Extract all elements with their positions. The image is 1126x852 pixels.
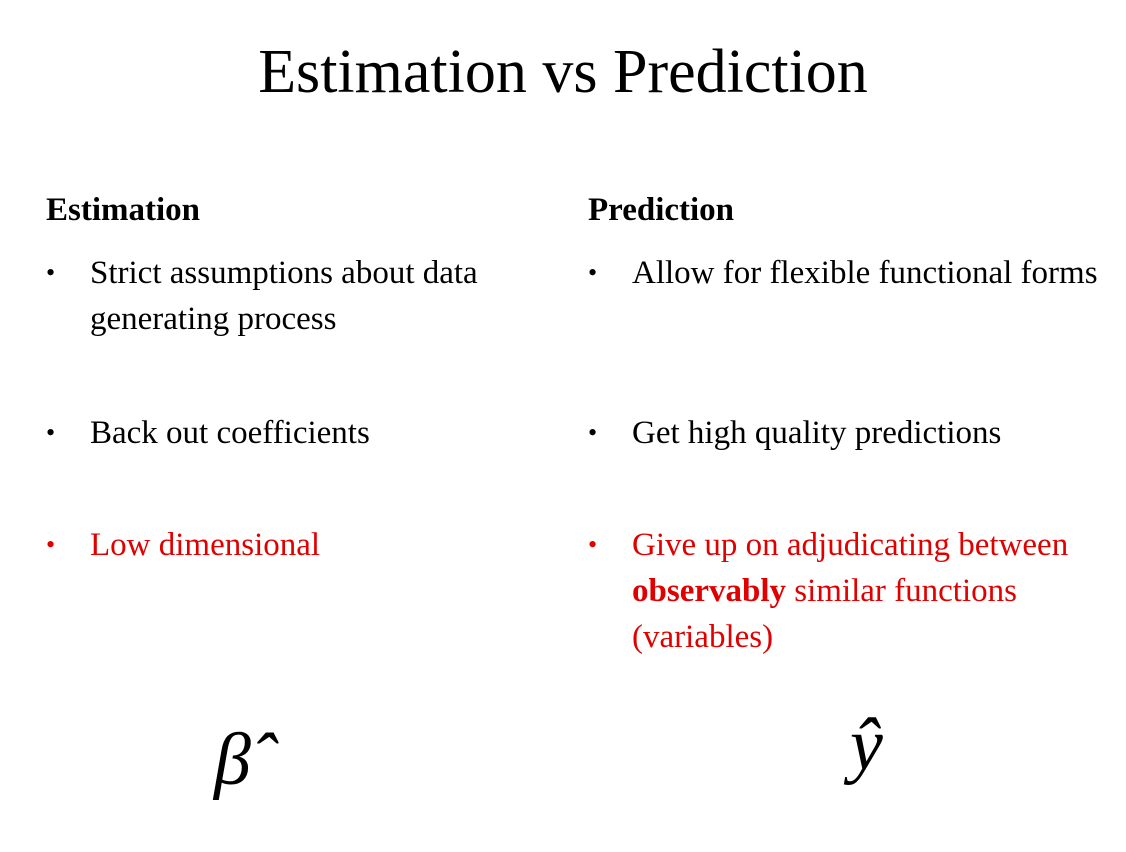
bullet-text: Back out coefficients <box>90 415 370 451</box>
slide-title: Estimation vs Prediction <box>258 38 868 106</box>
bullet-marker: • <box>46 530 56 559</box>
bullet-marker: • <box>588 418 598 447</box>
bullet-text-before: Give up on adjudicating between <box>632 527 1069 563</box>
beta-hat-symbol: β̂ <box>214 719 251 801</box>
y-hat-symbol: ŷ <box>850 704 883 786</box>
bullet-text: Low dimensional <box>90 527 321 563</box>
bullet-marker: • <box>46 258 56 287</box>
bullet-text-bold: observably <box>632 573 787 609</box>
prediction-column: Prediction • Allow for flexible function… <box>588 188 1098 655</box>
prediction-heading: Prediction <box>588 192 735 228</box>
bullet-text: Give up on adjudicating between observab… <box>632 522 1102 660</box>
bullet-text: Allow for flexible functional forms <box>632 255 1098 291</box>
bullet-marker: • <box>588 530 598 559</box>
bullet-marker: • <box>588 258 598 287</box>
estimation-heading: Estimation <box>46 192 201 228</box>
estimation-column: Estimation • Strict assumptions about da… <box>46 188 546 563</box>
bullet-text-after: similar functions (variables) <box>632 573 1017 655</box>
bullet-text: Get high quality predictions <box>632 415 1002 451</box>
bullet-marker: • <box>46 418 56 447</box>
bullet-text: Strict assumptions about data generating… <box>90 255 478 337</box>
